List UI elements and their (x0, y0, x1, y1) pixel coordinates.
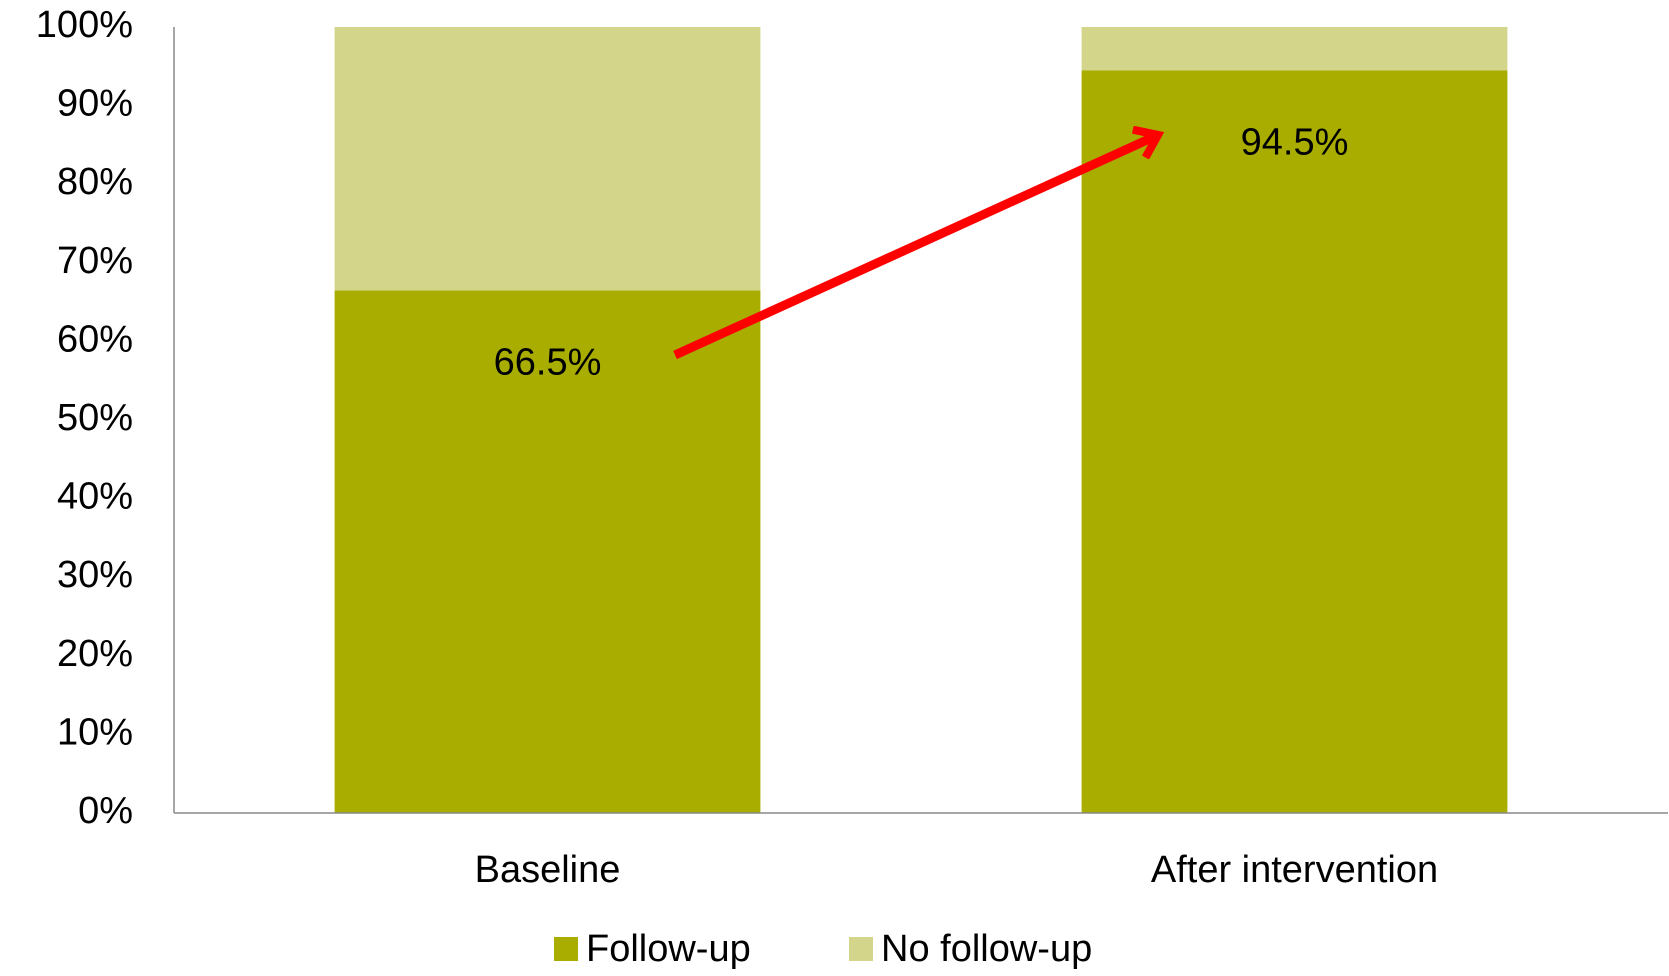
data-label: 66.5% (494, 341, 602, 383)
bar-segment (334, 27, 761, 291)
y-tick-label: 0% (78, 790, 133, 832)
y-tick-label: 20% (57, 633, 133, 675)
legend-swatch (849, 937, 873, 961)
legend-swatch (554, 937, 578, 961)
y-tick-label: 60% (57, 318, 133, 360)
y-tick-label: 40% (57, 476, 133, 518)
y-tick-label: 90% (57, 83, 133, 125)
bar-segment (334, 290, 761, 813)
legend-label: No follow-up (881, 928, 1092, 970)
y-tick-label: 50% (57, 397, 133, 439)
x-tick-label: After intervention (1151, 849, 1438, 891)
plot: 0% 10% 20% 30% 40% 50% 60% 70% 80% 90% 100% 66.5% Ba… (36, 4, 1668, 970)
annotation-arrow (673, 135, 1158, 360)
y-tick-label: 70% (57, 240, 133, 282)
y-tick-label: 10% (57, 711, 133, 753)
bar-segment (1081, 70, 1508, 814)
y-tick-label: 80% (57, 161, 133, 203)
legend-label: Follow-up (586, 928, 751, 970)
data-label: 94.5% (1241, 121, 1349, 163)
bar-segment (1081, 27, 1508, 71)
y-tick-label: 30% (57, 554, 133, 596)
x-tick-label: Baseline (475, 849, 621, 891)
y-tick-label: 100% (36, 4, 133, 46)
